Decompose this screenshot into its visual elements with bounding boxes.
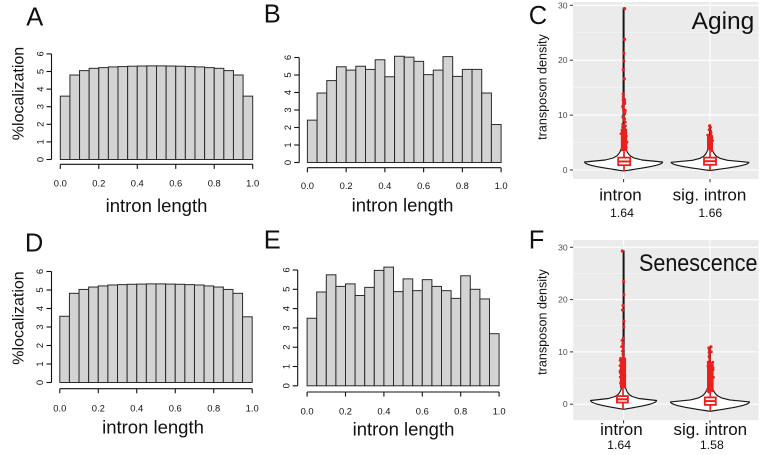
svg-text:2: 2 [281,345,292,350]
svg-text:Aging: Aging [692,8,755,35]
svg-text:0.2: 0.2 [340,180,353,191]
svg-text:30: 30 [558,242,568,252]
svg-text:5: 5 [35,69,46,74]
svg-text:0.0: 0.0 [301,180,314,191]
svg-text:0.8: 0.8 [207,403,220,414]
svg-text:3: 3 [35,104,46,109]
svg-text:%localization: %localization [11,47,28,140]
svg-text:0: 0 [563,165,568,175]
svg-text:5: 5 [281,287,292,292]
svg-text:6: 6 [35,51,46,56]
svg-text:1: 1 [35,139,46,144]
svg-text:0.2: 0.2 [92,177,105,188]
svg-text:%localization: %localization [11,271,28,364]
svg-text:intron length: intron length [106,195,208,216]
svg-text:0: 0 [282,160,293,165]
svg-text:1.66: 1.66 [698,206,722,220]
svg-text:5: 5 [282,72,293,77]
svg-text:2: 2 [35,122,46,127]
svg-text:0: 0 [35,157,46,162]
svg-text:A: A [26,3,43,31]
svg-text:0.2: 0.2 [92,403,105,414]
svg-text:1: 1 [281,364,292,369]
svg-text:F: F [529,227,545,255]
svg-text:intron length: intron length [353,419,455,440]
svg-text:0: 0 [281,383,292,388]
svg-text:1.58: 1.58 [700,438,724,452]
svg-text:intron: intron [600,420,643,439]
svg-text:4: 4 [35,86,46,91]
svg-text:6: 6 [282,55,293,60]
svg-text:transposon density: transposon density [536,268,550,374]
svg-text:0.8: 0.8 [208,177,221,188]
svg-text:0: 0 [563,399,568,409]
svg-text:4: 4 [281,306,292,311]
svg-text:0.0: 0.0 [301,406,314,417]
svg-text:0.2: 0.2 [339,406,352,417]
svg-text:1.0: 1.0 [246,403,259,414]
svg-text:3: 3 [282,107,293,112]
svg-text:0.8: 0.8 [454,406,467,417]
svg-text:0.6: 0.6 [416,406,429,417]
svg-text:6: 6 [281,267,292,272]
svg-text:2: 2 [282,125,293,130]
svg-text:0.0: 0.0 [54,177,67,188]
svg-text:20: 20 [558,295,568,305]
svg-text:10: 10 [558,110,568,120]
svg-text:1.0: 1.0 [493,406,506,417]
svg-text:E: E [264,227,281,255]
svg-text:6: 6 [34,269,45,274]
svg-text:0.4: 0.4 [378,180,391,191]
svg-text:Senescence: Senescence [639,250,758,277]
svg-text:0: 0 [34,380,45,385]
svg-text:3: 3 [281,325,292,330]
svg-text:0.6: 0.6 [169,403,182,414]
svg-text:D: D [25,230,43,258]
svg-text:1: 1 [282,142,293,147]
svg-text:2: 2 [34,343,45,348]
svg-text:5: 5 [34,287,45,292]
svg-text:4: 4 [282,90,293,95]
svg-text:B: B [264,0,281,28]
svg-text:1.64: 1.64 [610,206,634,220]
svg-text:0.0: 0.0 [53,403,66,414]
svg-text:10: 10 [558,347,568,357]
svg-text:sig. intron: sig. intron [673,420,747,439]
svg-text:sig. intron: sig. intron [673,185,747,204]
svg-text:intron: intron [599,185,642,204]
svg-text:intron length: intron length [352,195,454,216]
svg-text:0.8: 0.8 [456,180,469,191]
svg-text:20: 20 [558,55,568,65]
svg-text:0.6: 0.6 [417,180,430,191]
svg-text:30: 30 [558,0,568,10]
svg-text:1.0: 1.0 [495,180,508,191]
svg-text:C: C [529,2,547,30]
svg-text:transposon density: transposon density [536,33,550,139]
svg-text:3: 3 [34,324,45,329]
svg-text:1: 1 [34,361,45,366]
svg-text:0.4: 0.4 [130,403,143,414]
svg-text:4: 4 [34,306,45,311]
svg-text:1.64: 1.64 [607,438,631,452]
svg-text:intron length: intron length [102,417,204,438]
svg-text:0.4: 0.4 [131,177,144,188]
svg-text:0.6: 0.6 [169,177,182,188]
svg-text:1.0: 1.0 [246,177,259,188]
svg-text:0.4: 0.4 [377,406,390,417]
